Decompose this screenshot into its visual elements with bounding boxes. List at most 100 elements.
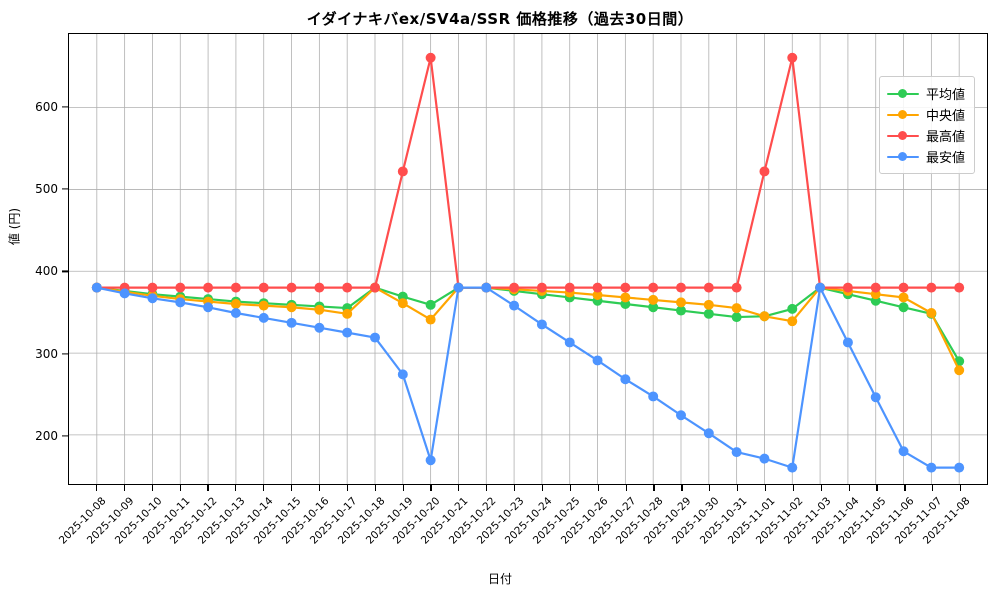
data-point bbox=[314, 282, 325, 293]
x-tick-mark bbox=[374, 485, 376, 491]
x-tick-mark bbox=[709, 485, 711, 491]
data-series-layer bbox=[91, 52, 965, 473]
x-tick-mark bbox=[904, 485, 906, 491]
series-line bbox=[95, 56, 961, 289]
data-point bbox=[286, 317, 297, 328]
y-tick-label: 200 bbox=[35, 428, 58, 443]
data-point bbox=[397, 369, 408, 380]
data-point bbox=[203, 282, 214, 293]
data-point bbox=[592, 282, 603, 293]
data-point bbox=[286, 282, 297, 293]
x-tick-mark bbox=[486, 485, 488, 491]
y-tick-mark bbox=[62, 270, 68, 272]
data-point bbox=[536, 282, 547, 293]
data-point bbox=[370, 332, 380, 343]
data-point bbox=[926, 282, 937, 293]
x-tick-mark bbox=[653, 485, 655, 491]
data-point bbox=[870, 392, 881, 403]
data-point bbox=[314, 304, 325, 315]
data-point bbox=[898, 282, 909, 293]
x-tick-mark bbox=[123, 485, 125, 491]
data-point bbox=[620, 374, 631, 385]
x-tick-mark bbox=[764, 485, 767, 491]
data-point bbox=[314, 322, 325, 333]
data-point bbox=[258, 282, 269, 293]
data-point bbox=[731, 282, 742, 293]
legend-swatch-mean bbox=[886, 87, 919, 101]
y-tick-mark bbox=[62, 188, 68, 190]
data-point bbox=[954, 365, 965, 376]
data-point bbox=[564, 282, 575, 293]
data-point bbox=[425, 299, 436, 310]
legend-swatch-median bbox=[886, 108, 919, 122]
data-point bbox=[926, 462, 937, 473]
legend-label-max: 最高値 bbox=[925, 130, 965, 145]
x-tick-mark bbox=[458, 485, 460, 491]
data-point bbox=[648, 302, 659, 313]
x-tick-mark bbox=[151, 485, 153, 491]
data-point bbox=[759, 166, 770, 177]
data-point bbox=[676, 305, 686, 316]
y-tick-label: 400 bbox=[35, 264, 58, 279]
data-point bbox=[926, 308, 937, 318]
data-point bbox=[175, 297, 186, 308]
data-point bbox=[676, 297, 686, 308]
data-point bbox=[286, 302, 297, 313]
data-point bbox=[703, 428, 714, 439]
chart-legend[interactable]: 平均値 中央値 最高値 最安 bbox=[878, 76, 975, 174]
x-tick-mark bbox=[541, 485, 544, 491]
data-point bbox=[230, 299, 241, 309]
data-point bbox=[676, 410, 686, 421]
data-point bbox=[731, 447, 742, 458]
data-point bbox=[258, 312, 269, 323]
data-point bbox=[731, 312, 742, 323]
data-point bbox=[731, 303, 742, 314]
data-point bbox=[898, 292, 909, 303]
data-point bbox=[787, 52, 798, 63]
data-point bbox=[425, 455, 436, 466]
data-point bbox=[230, 282, 241, 293]
data-point bbox=[898, 446, 909, 457]
data-point bbox=[203, 302, 214, 313]
x-tick-mark bbox=[737, 485, 739, 491]
legend-item-max[interactable]: 最高値 bbox=[886, 125, 965, 146]
data-point bbox=[481, 282, 492, 293]
x-tick-mark bbox=[430, 485, 432, 491]
series-line bbox=[95, 286, 961, 363]
data-point bbox=[536, 319, 547, 330]
data-point bbox=[842, 337, 853, 348]
data-point bbox=[648, 282, 659, 293]
data-point bbox=[91, 282, 102, 293]
x-tick-mark bbox=[848, 485, 850, 491]
x-tick-mark bbox=[318, 485, 321, 491]
legend-label-mean: 平均値 bbox=[925, 88, 965, 103]
data-point bbox=[703, 308, 714, 319]
y-tick-label: 300 bbox=[35, 346, 58, 361]
x-tick-mark bbox=[876, 485, 878, 491]
x-tick-mark bbox=[235, 485, 237, 491]
data-point bbox=[342, 327, 353, 338]
y-tick-label: 600 bbox=[35, 99, 58, 114]
legend-swatch-max bbox=[886, 129, 919, 143]
data-point bbox=[815, 282, 826, 293]
data-point bbox=[147, 293, 158, 304]
y-axis: 値 (円) 200 300 400 500 600 bbox=[0, 33, 68, 485]
data-point bbox=[648, 294, 659, 305]
x-axis: 2025-10-08 2025-10-09 2025-10-10 2025-10-11… bbox=[57, 485, 988, 595]
data-point bbox=[397, 166, 408, 177]
x-tick-mark bbox=[681, 485, 683, 491]
x-tick-mark bbox=[207, 485, 209, 491]
data-point bbox=[703, 299, 714, 310]
x-tick-mark bbox=[346, 485, 348, 491]
x-tick-mark bbox=[960, 485, 962, 491]
data-point bbox=[342, 282, 353, 293]
y-axis-label: 値 (円) bbox=[7, 207, 22, 246]
legend-item-mean[interactable]: 平均値 bbox=[886, 83, 965, 104]
legend-item-min[interactable]: 最安値 bbox=[886, 146, 965, 167]
data-point bbox=[230, 308, 241, 318]
legend-item-median[interactable]: 中央値 bbox=[886, 104, 965, 125]
y-tick-mark bbox=[62, 435, 68, 437]
x-tick-mark bbox=[792, 485, 795, 491]
data-point bbox=[119, 288, 130, 299]
